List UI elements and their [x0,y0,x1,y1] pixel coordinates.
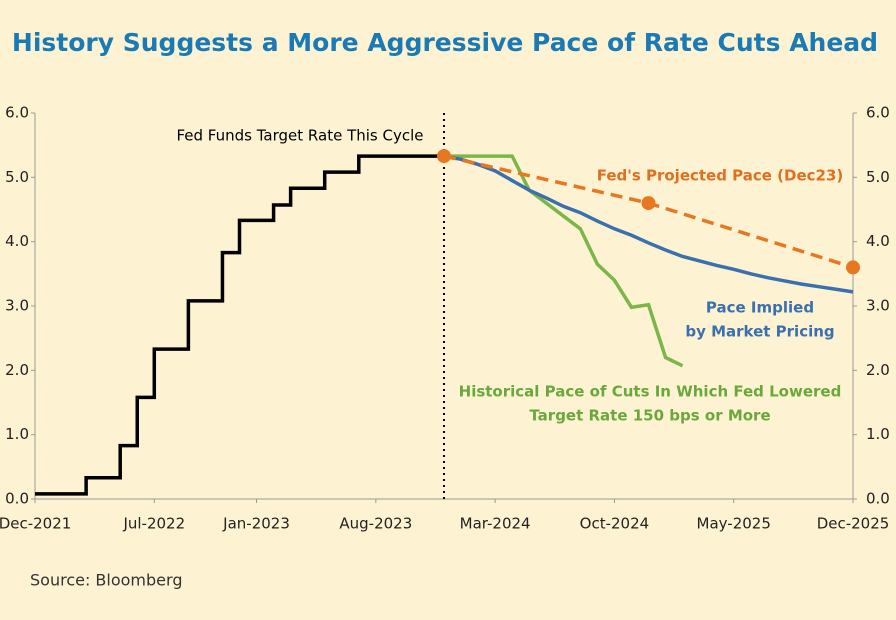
chart-title: History Suggests a More Aggressive Pace … [12,28,878,57]
y-tick-label: 0.0 [5,490,29,508]
series-line [443,154,854,294]
series-label: Historical Pace of Cuts In Which Fed Low… [459,383,842,401]
series-label: by Market Pricing [685,323,834,341]
x-tick-label: Dec-2021 [0,515,71,533]
y2-tick-label: 0.0 [866,490,890,508]
series-line [444,154,684,368]
point [846,260,860,275]
x-tick-label: Aug-2023 [339,515,412,533]
y-tick-label: 4.0 [5,232,29,250]
point [437,149,451,164]
y-tick-label: 1.0 [5,425,29,443]
series-line [35,154,444,496]
series-label: Target Rate 150 bps or More [529,407,770,425]
point [641,196,656,211]
y2-tick-label: 6.0 [866,104,890,122]
y-tick-label: 5.0 [5,168,29,186]
series-label: Fed's Projected Pace (Dec23) [597,167,844,185]
source: Source: Bloomberg [30,571,182,590]
x-tick-label: Oct-2024 [580,515,650,533]
y-tick-label: 3.0 [5,297,29,315]
series-label: Fed Funds Target Rate This Cycle [176,127,423,145]
x-tick-label: Mar-2024 [460,515,531,533]
x-tick-label: Jan-2023 [222,515,290,533]
x-tick-label: Jul-2022 [122,515,185,533]
y2-tick-label: 4.0 [866,232,890,250]
y2-tick-label: 5.0 [866,168,890,186]
x-tick-label: Dec-2025 [817,515,890,533]
y-tick-label: 2.0 [5,361,29,379]
series-label: Pace Implied [706,299,814,317]
y2-tick-label: 2.0 [866,361,890,379]
y2-tick-label: 3.0 [866,297,890,315]
y2-tick-label: 1.0 [866,425,890,443]
y-tick-label: 6.0 [5,104,29,122]
x-tick-label: May-2025 [697,515,771,533]
